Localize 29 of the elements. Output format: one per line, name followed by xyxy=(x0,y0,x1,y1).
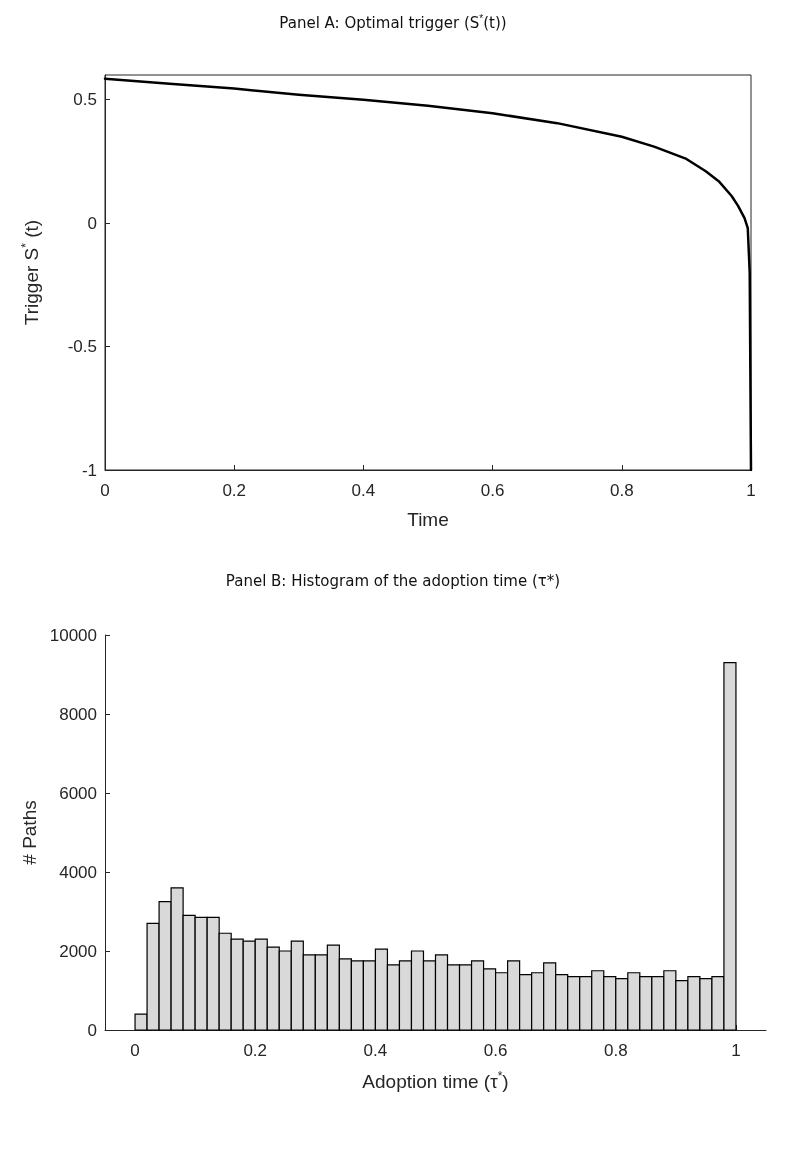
x-tick-label: 0.8 xyxy=(603,1041,628,1060)
y-tick-label: 10000 xyxy=(49,625,97,645)
y-tick-label: 2000 xyxy=(59,941,97,961)
x-tick-label: 0.6 xyxy=(480,481,505,500)
x-tick-label: 0.4 xyxy=(351,481,376,500)
y-tick-label: -1 xyxy=(81,460,97,480)
y-tick-label: 0 xyxy=(87,213,97,233)
y-tick-label: 0 xyxy=(87,1020,97,1040)
y-tick-label: 8000 xyxy=(59,704,97,724)
x-tick-label: 0 xyxy=(130,1041,140,1060)
y-tick-label: -0.5 xyxy=(67,337,97,357)
y-tick-label: 4000 xyxy=(59,862,97,882)
y-tick-label: 0.5 xyxy=(73,90,97,110)
x-tick-label: 1 xyxy=(731,1041,741,1060)
x-tick-label: 0.8 xyxy=(609,481,634,500)
x-tick-label: 0.2 xyxy=(243,1041,268,1060)
x-tick-label: 0.2 xyxy=(222,481,247,500)
chart-title: Panel B: Histogram of the adoption time (τ*) xyxy=(225,571,561,590)
x-tick-label: 0.4 xyxy=(363,1041,388,1060)
y-tick-label: 6000 xyxy=(59,783,97,803)
x-tick-label: 0.6 xyxy=(483,1041,508,1060)
x-axis-title: Adoption time (τ*) xyxy=(362,1069,509,1093)
chart-title: Panel A: Optimal trigger (S*(t)) xyxy=(279,12,507,32)
y-axis-title: # Paths xyxy=(18,800,40,865)
x-tick-label: 0 xyxy=(100,481,110,500)
line-series xyxy=(103,77,753,472)
x-axis-title: Time xyxy=(407,509,449,530)
y-axis-title: Trigger S* (t) xyxy=(18,219,42,326)
x-tick-label: 1 xyxy=(746,481,756,500)
